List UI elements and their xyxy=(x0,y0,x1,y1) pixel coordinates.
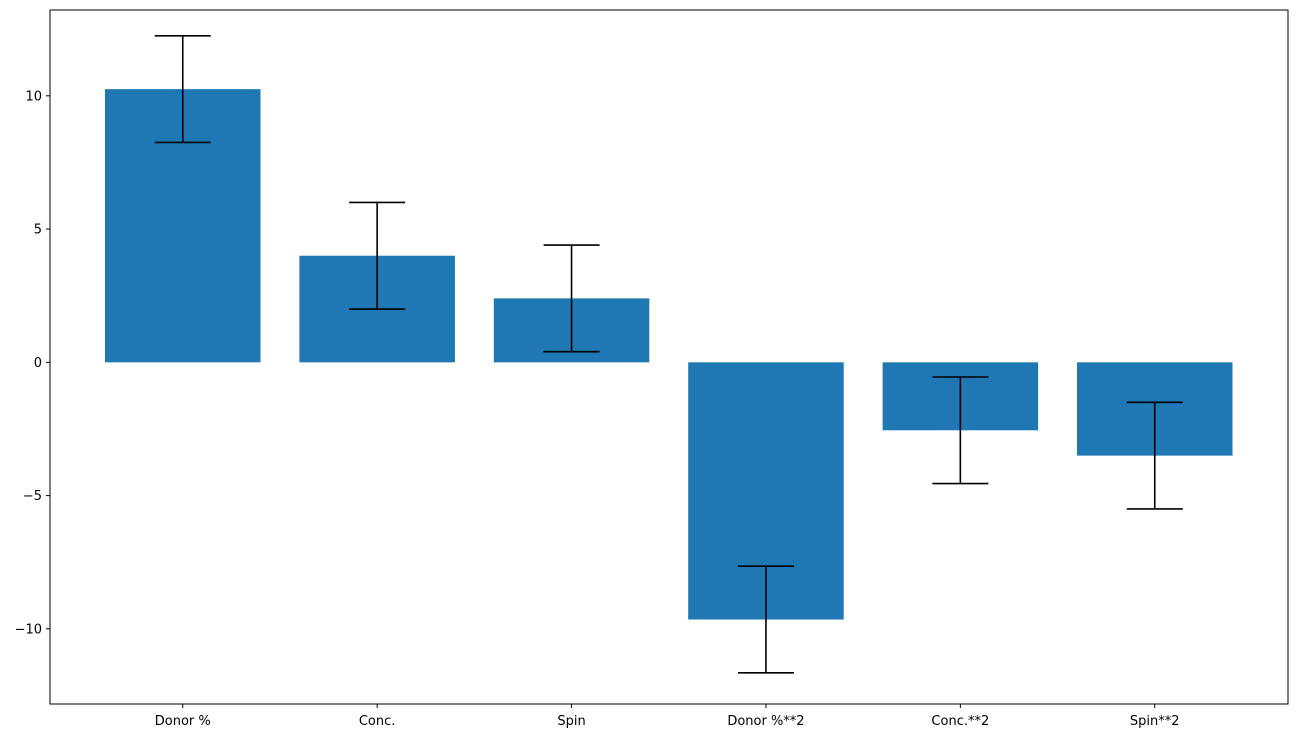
x-tick-label: Conc.**2 xyxy=(931,714,989,729)
x-tick-label: Donor %**2 xyxy=(727,714,804,729)
errorbars-group xyxy=(154,35,1183,674)
plot-frame xyxy=(49,9,1289,705)
y-tick-label: 5 xyxy=(34,223,42,238)
x-tick-label: Donor % xyxy=(155,714,211,729)
y-tick-label: 10 xyxy=(25,89,42,104)
y-tick-label: −5 xyxy=(23,489,42,504)
x-tick-label: Spin**2 xyxy=(1130,714,1180,729)
x-axis-ticks: Donor % Conc. Spin Donor %**2 Conc.**2 Spin**… xyxy=(155,704,1180,729)
y-axis-ticks: −10 −5 0 5 10 xyxy=(15,89,50,637)
y-tick-label: −10 xyxy=(15,622,42,637)
y-tick-label: 0 xyxy=(34,356,42,371)
x-tick-label: Conc. xyxy=(359,714,396,729)
x-tick-label: Spin xyxy=(557,714,585,729)
